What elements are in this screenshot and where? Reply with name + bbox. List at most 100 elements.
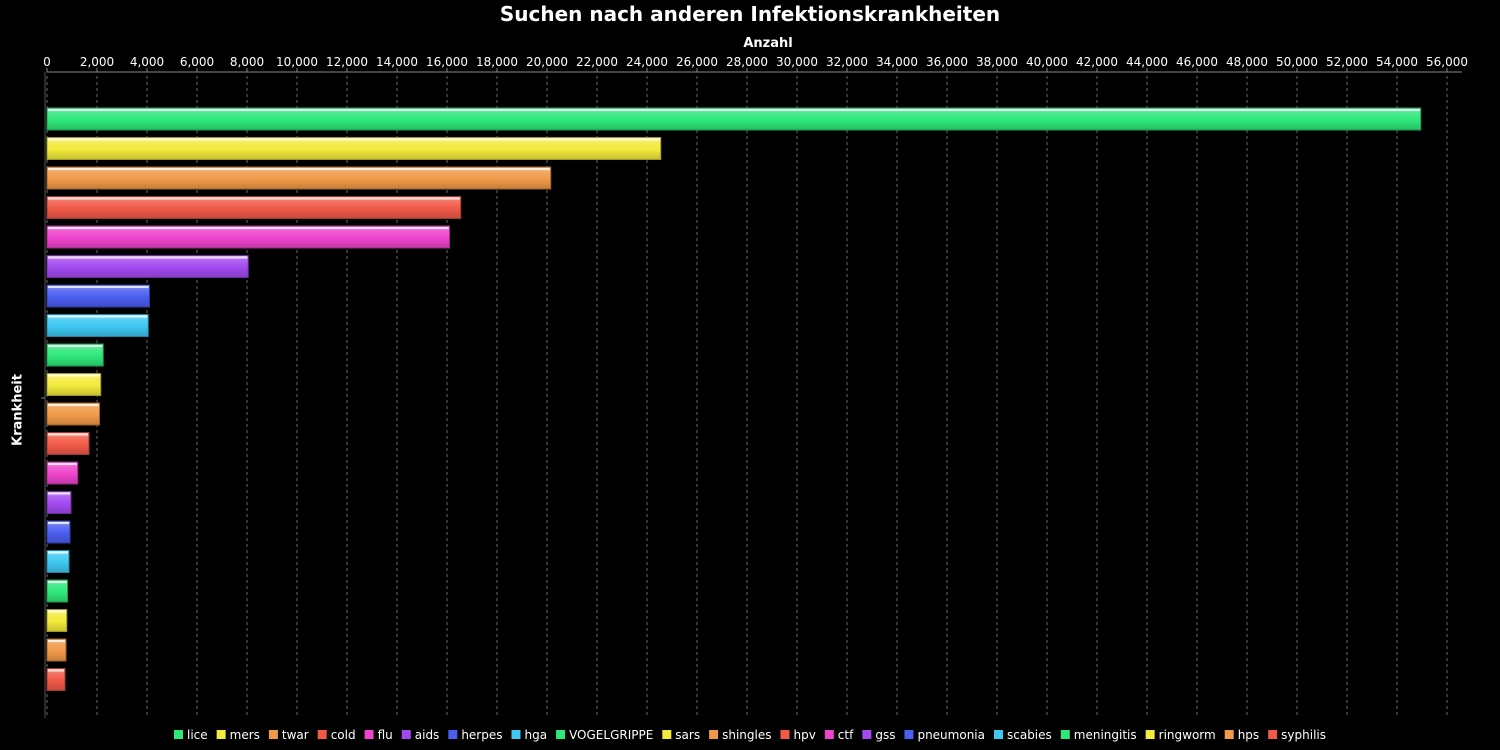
- bar-hga: [46, 314, 149, 337]
- bar-pneumonia: [46, 520, 71, 544]
- legend-label-shingles: shingles: [722, 728, 771, 742]
- x-tick-label: 4,000: [130, 55, 164, 69]
- legend-swatch-mers: [216, 730, 226, 739]
- legend-label-gss: gss: [875, 728, 895, 742]
- bar-highlight: [48, 581, 67, 583]
- legend-swatch-hga: [511, 730, 521, 739]
- legend-swatch-syphilis: [1268, 730, 1278, 739]
- bar-mers: [46, 137, 662, 160]
- legend-label-VOGELGRIPPE: VOGELGRIPPE: [569, 728, 653, 742]
- bar-highlight: [48, 197, 460, 200]
- bar-twar: [46, 166, 552, 190]
- bar-hpv: [46, 432, 90, 455]
- x-tick-label: 50,000: [1276, 55, 1318, 69]
- bar-aids: [46, 255, 249, 278]
- bar-highlight: [48, 522, 69, 524]
- legend-label-cold: cold: [331, 728, 356, 742]
- bar-VOGELGRIPPE: [46, 343, 104, 367]
- bar-highlight: [48, 640, 65, 642]
- x-tick-label: 0: [43, 55, 51, 69]
- bar-ringworm: [46, 609, 68, 632]
- legend-label-scabies: scabies: [1007, 728, 1052, 742]
- x-tick-label: 20,000: [526, 55, 568, 69]
- bar-shingles: [46, 402, 100, 426]
- legend-swatch-scabies: [993, 730, 1003, 739]
- bar-sars: [46, 373, 102, 396]
- x-tick-label: 14,000: [376, 55, 418, 69]
- x-tick-label: 18,000: [476, 55, 518, 69]
- bar-highlight: [48, 168, 550, 170]
- bar-cold: [46, 196, 462, 219]
- legend-swatch-lice: [173, 730, 183, 739]
- bar-highlight: [48, 138, 660, 141]
- bar-highlight: [48, 433, 88, 436]
- bar-highlight: [48, 227, 449, 229]
- x-tick-label: 28,000: [726, 55, 768, 69]
- bar-highlight: [48, 315, 148, 318]
- bar-highlight: [48, 492, 70, 495]
- legend-swatch-hpv: [780, 730, 790, 739]
- bar-flu: [46, 225, 450, 249]
- bar-ctf: [46, 461, 79, 485]
- bar-highlight: [48, 256, 248, 259]
- legend-swatch-cold: [317, 730, 327, 739]
- legend-label-hps: hps: [1238, 728, 1259, 742]
- x-tick-label: 30,000: [776, 55, 818, 69]
- legend-swatch-twar: [268, 730, 278, 739]
- legend-label-herpes: herpes: [461, 728, 502, 742]
- legend-label-ctf: ctf: [838, 728, 854, 742]
- x-tick-label: 38,000: [976, 55, 1018, 69]
- legend-swatch-flu: [364, 730, 374, 739]
- x-tick-label: 54,000: [1376, 55, 1418, 69]
- bar-meningitis: [46, 579, 68, 603]
- bar-syphilis: [46, 668, 66, 691]
- legend-swatch-ringworm: [1145, 730, 1155, 739]
- legend-swatch-hps: [1224, 730, 1234, 739]
- bar-highlight: [48, 374, 100, 377]
- x-tick-label: 56,000: [1426, 55, 1468, 69]
- chart-title: Suchen nach anderen Infektionskrankheite…: [499, 2, 1001, 26]
- x-axis-title: Anzahl: [743, 36, 793, 51]
- legend-label-twar: twar: [282, 728, 309, 742]
- x-tick-label: 16,000: [426, 55, 468, 69]
- bar-scabies: [46, 550, 70, 573]
- x-tick-label: 36,000: [926, 55, 968, 69]
- legend-swatch-herpes: [448, 730, 458, 739]
- x-tick-label: 46,000: [1176, 55, 1218, 69]
- bar-highlight: [48, 286, 149, 288]
- legend-swatch-meningitis: [1060, 730, 1070, 739]
- x-tick-label: 12,000: [326, 55, 368, 69]
- legend-label-flu: flu: [378, 728, 393, 742]
- x-tick-label: 52,000: [1326, 55, 1368, 69]
- legend-swatch-gss: [862, 730, 872, 739]
- x-tick-label: 10,000: [276, 55, 318, 69]
- x-tick-label: 42,000: [1076, 55, 1118, 69]
- bar-highlight: [48, 463, 77, 465]
- legend-label-pneumonia: pneumonia: [917, 728, 985, 742]
- legend-label-sars: sars: [675, 728, 700, 742]
- legend-label-aids: aids: [415, 728, 440, 742]
- bar-highlight: [48, 551, 68, 554]
- bar-hps: [46, 638, 67, 662]
- x-tick-label: 22,000: [576, 55, 618, 69]
- x-tick-label: 32,000: [826, 55, 868, 69]
- bar-highlight: [48, 669, 64, 672]
- x-tick-label: 40,000: [1026, 55, 1068, 69]
- legend-swatch-pneumonia: [904, 730, 914, 739]
- bar-highlight: [48, 610, 66, 613]
- legend-label-hpv: hpv: [793, 728, 815, 742]
- legend-label-hga: hga: [524, 728, 547, 742]
- bar-highlight: [48, 109, 1420, 111]
- x-tick-label: 26,000: [676, 55, 718, 69]
- x-tick-label: 8,000: [230, 55, 264, 69]
- x-tick-label: 24,000: [626, 55, 668, 69]
- x-tick-label: 44,000: [1126, 55, 1168, 69]
- legend-swatch-aids: [401, 730, 411, 739]
- legend-swatch-shingles: [709, 730, 719, 739]
- x-tick-label: 48,000: [1226, 55, 1268, 69]
- bar-lice: [46, 107, 1422, 131]
- bar-gss: [46, 491, 72, 514]
- legend-label-ringworm: ringworm: [1159, 728, 1216, 742]
